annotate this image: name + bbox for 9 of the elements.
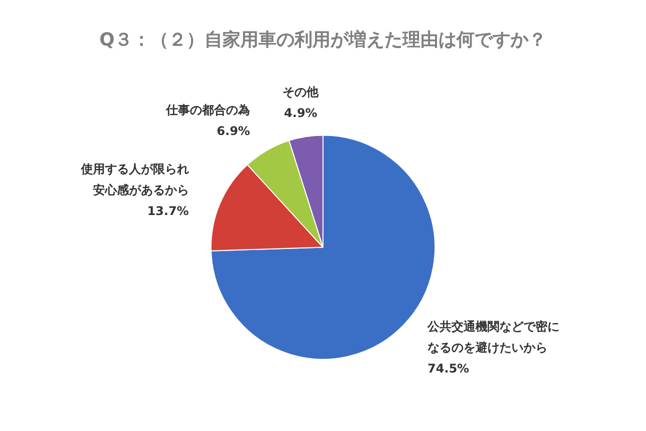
slice-label: 使用する人が限られ安心感があるから [80, 162, 189, 197]
slice-label: その他 [282, 85, 320, 100]
data-label: 6.9% [216, 124, 250, 138]
slice-label: 仕事の都合の為 [165, 102, 250, 117]
chart-title: Q３：（２）自家用車の利用が増えた理由は何ですか？ [99, 28, 547, 50]
slice-label: 公共交通機関などで密になるのを避けたいから [426, 320, 560, 355]
data-label: 13.7% [147, 204, 189, 218]
data-label: 74.5% [428, 362, 470, 376]
data-label: 4.9% [284, 106, 318, 120]
